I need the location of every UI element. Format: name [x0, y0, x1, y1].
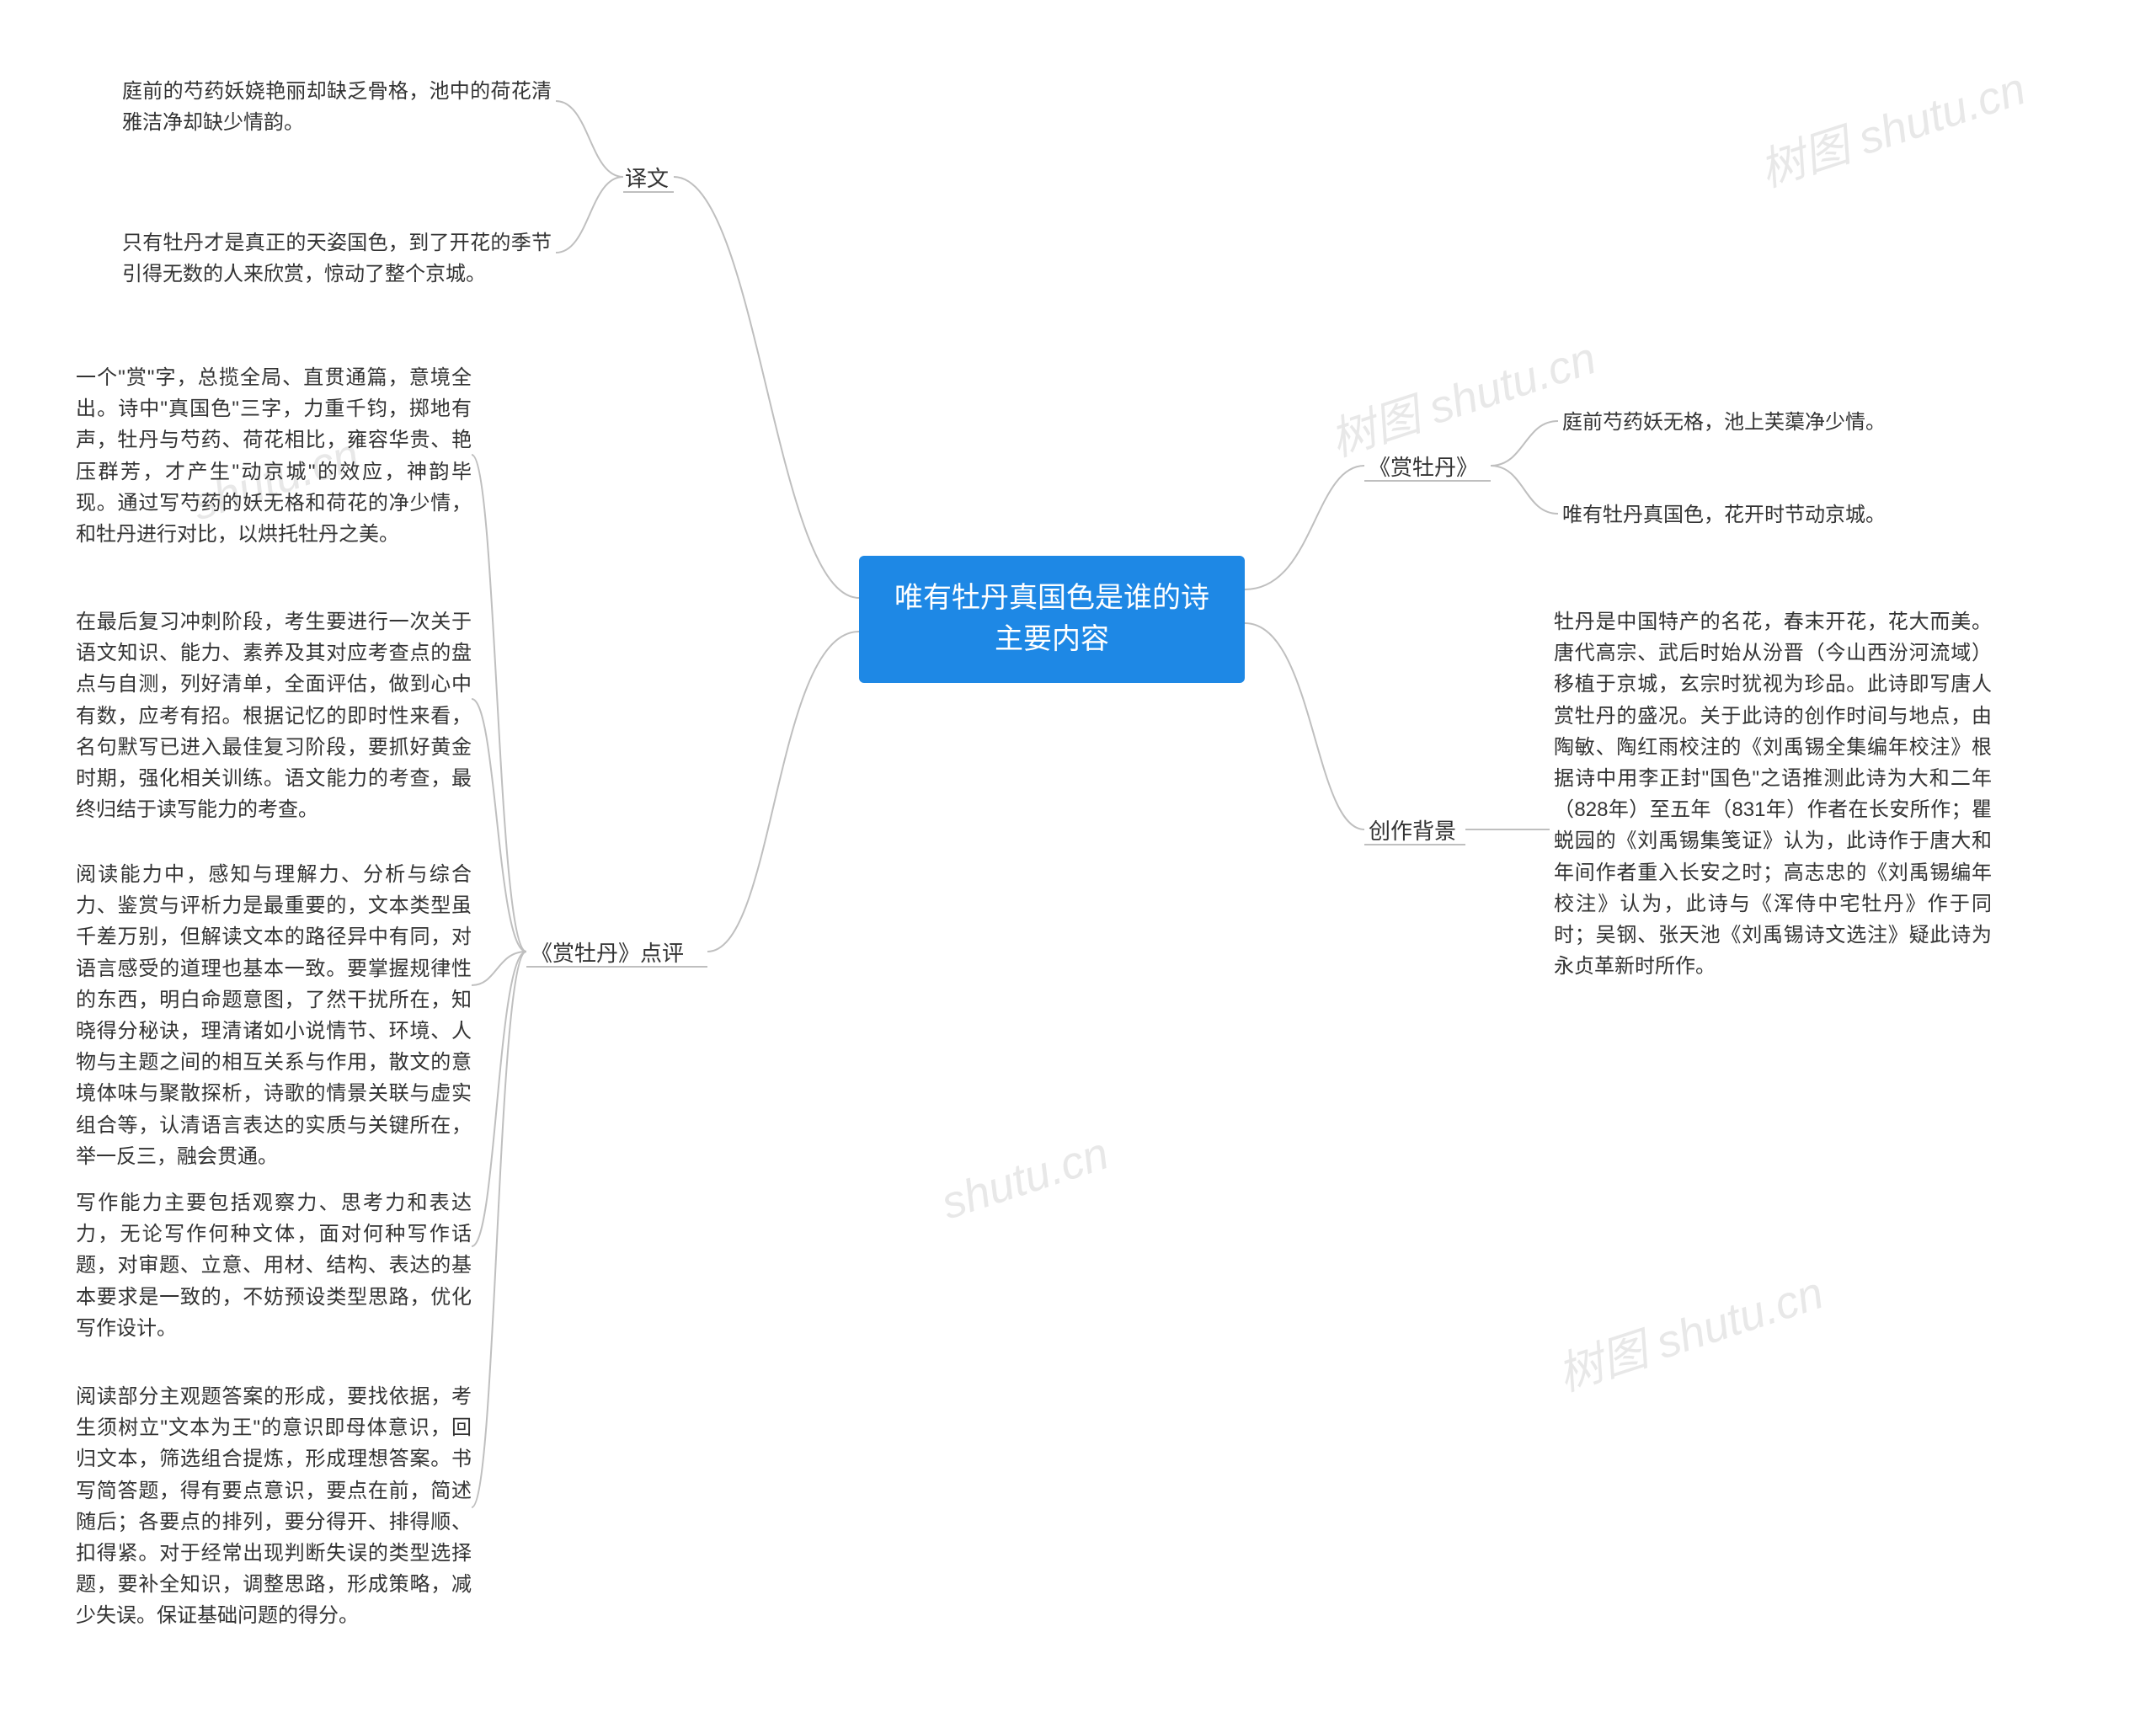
branch-translation: 译文: [625, 162, 669, 195]
branch-commentary: 《赏牡丹》点评: [531, 936, 684, 970]
watermark: 树图 shutu.cn: [1750, 51, 2033, 200]
center-line1: 唯有牡丹真国色是谁的诗: [886, 578, 1218, 619]
watermark: 树图 shutu.cn: [1548, 1256, 1831, 1404]
watermark: 树图 shutu.cn: [1321, 321, 1604, 469]
leaf-commentary-3: 阅读能力中，感知与理解力、分析与综合力、鉴赏与评析力是最重要的，文本类型虽千差万…: [76, 859, 472, 1172]
leaf-commentary-2: 在最后复习冲刺阶段，考生要进行一次关于语文知识、能力、素养及其对应考查点的盘点与…: [76, 606, 472, 825]
watermark: shutu.cn: [935, 1127, 1114, 1229]
leaf-poem-line2: 唯有牡丹真国色，花开时节动京城。: [1562, 499, 1983, 531]
leaf-commentary-4: 写作能力主要包括观察力、思考力和表达力，无论写作何种文体，面对何种写作话题，对审…: [76, 1187, 472, 1344]
leaf-translation-2: 只有牡丹才是真正的天姿国色，到了开花的季节引得无数的人来欣赏，惊动了整个京城。: [122, 227, 552, 290]
leaf-translation-1: 庭前的芍药妖娆艳丽却缺乏骨格，池中的荷花清雅洁净却缺少情韵。: [122, 76, 552, 138]
center-node: 唯有牡丹真国色是谁的诗 主要内容: [859, 556, 1245, 683]
leaf-commentary-1: 一个"赏"字，总揽全局、直贯通篇，意境全出。诗中"真国色"三字，力重千钧，掷地有…: [76, 362, 472, 550]
leaf-commentary-5: 阅读部分主观题答案的形成，要找依据，考生须树立"文本为王"的意识即母体意识，回归…: [76, 1381, 472, 1632]
branch-background: 创作背景: [1369, 814, 1456, 848]
leaf-background-1: 牡丹是中国特产的名花，春末开花，花大而美。唐代高宗、武后时始从汾晋（今山西汾河流…: [1554, 606, 1992, 982]
center-line2: 主要内容: [886, 619, 1218, 660]
branch-poem: 《赏牡丹》: [1369, 451, 1478, 484]
leaf-poem-line1: 庭前芍药妖无格，池上芙蕖净少情。: [1562, 407, 1983, 438]
